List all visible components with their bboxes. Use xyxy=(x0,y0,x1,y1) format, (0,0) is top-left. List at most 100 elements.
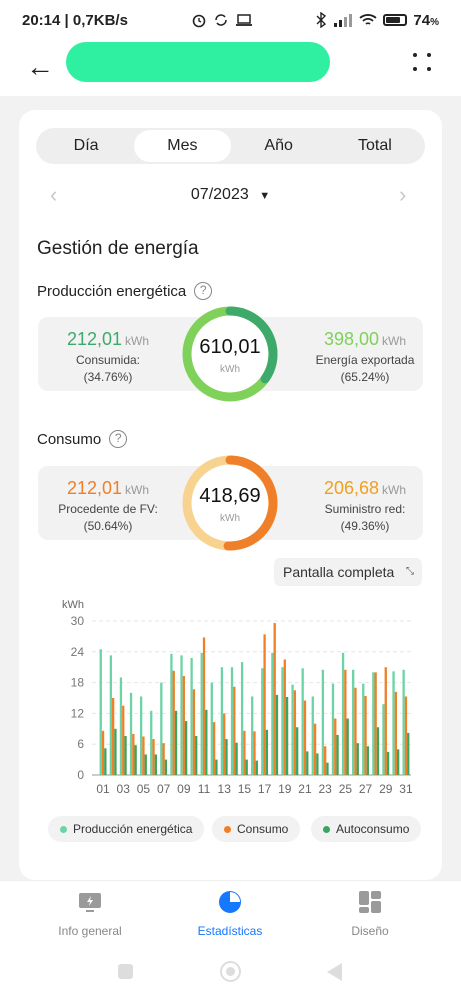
bar-production xyxy=(99,649,102,775)
date-selector[interactable]: 07/2023 ▼ xyxy=(19,184,442,207)
bar-self-consumption xyxy=(195,735,198,775)
bar-self-consumption xyxy=(164,759,168,775)
x-tick-label: 25 xyxy=(339,782,353,794)
bar-production xyxy=(240,662,244,775)
legend-dot-icon xyxy=(224,825,231,833)
fullscreen-button[interactable]: Pantalla completa ⤡ xyxy=(274,558,422,586)
back-icon[interactable] xyxy=(327,963,342,981)
bar-consumption xyxy=(152,739,155,775)
bar-self-consumption xyxy=(356,743,359,775)
selected-date: 07/2023 xyxy=(190,186,249,203)
bar-self-consumption xyxy=(245,759,248,775)
bar-consumption xyxy=(192,689,196,775)
consumption-unit: kWh xyxy=(220,513,240,524)
x-tick-label: 03 xyxy=(117,782,131,794)
bar-consumption xyxy=(273,623,276,775)
bar-consumption xyxy=(303,700,307,775)
bar-self-consumption xyxy=(326,762,329,775)
x-tick-label: 15 xyxy=(238,782,252,794)
production-unit: kWh xyxy=(220,364,240,375)
bar-self-consumption xyxy=(205,709,208,775)
x-tick-label: 27 xyxy=(359,782,373,794)
bar-production xyxy=(160,682,163,775)
bar-production xyxy=(291,684,294,775)
y-tick-label: 24 xyxy=(71,645,85,659)
bar-self-consumption xyxy=(184,721,188,775)
tab-month[interactable]: Mes xyxy=(134,130,231,162)
bar-consumption xyxy=(243,730,246,775)
bar-self-consumption xyxy=(174,710,178,775)
y-tick-label: 12 xyxy=(71,706,85,720)
back-arrow-icon[interactable]: ← xyxy=(26,51,54,82)
bar-production xyxy=(362,683,365,775)
bar-production xyxy=(190,657,193,775)
nav-estadisticas[interactable]: Estadísticas xyxy=(160,887,300,938)
help-icon[interactable]: ? xyxy=(194,282,213,300)
consumption-heading: Consumo ? xyxy=(37,430,128,448)
bar-production xyxy=(230,667,234,775)
bar-production xyxy=(331,683,335,775)
bar-production xyxy=(139,696,143,775)
bluetooth-icon xyxy=(316,12,327,28)
x-tick-label: 19 xyxy=(278,782,292,794)
bar-production xyxy=(129,692,133,775)
pie-chart-icon xyxy=(219,891,241,913)
bar-production xyxy=(341,652,345,775)
bar-consumption xyxy=(263,634,266,775)
bar-production xyxy=(301,668,304,775)
bar-self-consumption xyxy=(296,727,299,775)
bar-self-consumption xyxy=(134,745,137,775)
home-icon[interactable] xyxy=(220,961,241,982)
bar-consumption xyxy=(364,695,367,775)
bar-consumption xyxy=(101,730,105,775)
bar-consumption xyxy=(142,736,145,775)
wifi-icon xyxy=(359,14,378,25)
exported-stat: 398,00 kWh Energía exportada (65.24%) xyxy=(315,329,415,384)
tab-day[interactable]: Día xyxy=(73,137,99,154)
bar-production xyxy=(170,653,173,775)
legend-production[interactable]: Producción energética xyxy=(48,816,205,842)
production-total: 610,01 xyxy=(199,336,261,358)
more-options-icon[interactable] xyxy=(413,53,431,71)
x-tick-label: 13 xyxy=(218,782,232,794)
consumed-stat: 212,01 kWh Consumida: (34.76%) xyxy=(66,329,150,384)
x-tick-label: 05 xyxy=(137,782,151,794)
y-axis-label: kWh xyxy=(62,599,84,611)
bar-self-consumption xyxy=(154,754,157,775)
bar-self-consumption xyxy=(407,732,410,775)
bar-self-consumption xyxy=(215,759,218,775)
bar-self-consumption xyxy=(306,751,309,775)
production-donut: 610,01 kWh xyxy=(178,302,282,406)
legend-self-consumption[interactable]: Autoconsumo xyxy=(311,816,422,842)
nav-diseno[interactable]: Diseño xyxy=(300,887,440,938)
bar-consumption xyxy=(202,637,206,775)
bar-consumption xyxy=(384,667,387,775)
bar-self-consumption xyxy=(386,751,390,775)
tab-year[interactable]: Año xyxy=(264,137,293,154)
energy-bar-chart: kWh 0 6 12 18 24 30 01 03 05 07 09 11 13 15 17 19 21 23 25 2… xyxy=(62,599,413,794)
bar-consumption xyxy=(344,669,347,775)
legend-consumption[interactable]: Consumo xyxy=(212,816,301,842)
bar-self-consumption xyxy=(366,746,370,775)
bar-consumption xyxy=(253,731,256,775)
monitor-icon xyxy=(79,893,101,912)
help-icon[interactable]: ? xyxy=(109,430,128,448)
tab-total[interactable]: Total xyxy=(357,137,392,154)
bar-consumption xyxy=(223,713,226,775)
next-period-chevron-icon[interactable]: › xyxy=(399,182,407,207)
bar-consumption xyxy=(111,698,115,775)
bar-self-consumption xyxy=(255,760,258,775)
bar-production xyxy=(210,682,213,775)
bar-consumption xyxy=(394,691,398,775)
bar-consumption xyxy=(122,705,125,775)
prev-period-chevron-icon[interactable]: ‹ xyxy=(50,182,58,207)
y-tick-label: 6 xyxy=(77,737,84,751)
recent-apps-icon[interactable] xyxy=(118,964,133,979)
system-navigation-bar xyxy=(0,942,461,1000)
nav-info-general[interactable]: Info general xyxy=(20,887,160,938)
grid-stat: 206,68 kWh Suministro red: (49.36%) xyxy=(323,478,407,533)
bar-self-consumption xyxy=(336,734,339,775)
legend-dot-icon xyxy=(60,825,67,833)
bar-consumption xyxy=(324,746,327,775)
bar-production xyxy=(200,652,203,775)
